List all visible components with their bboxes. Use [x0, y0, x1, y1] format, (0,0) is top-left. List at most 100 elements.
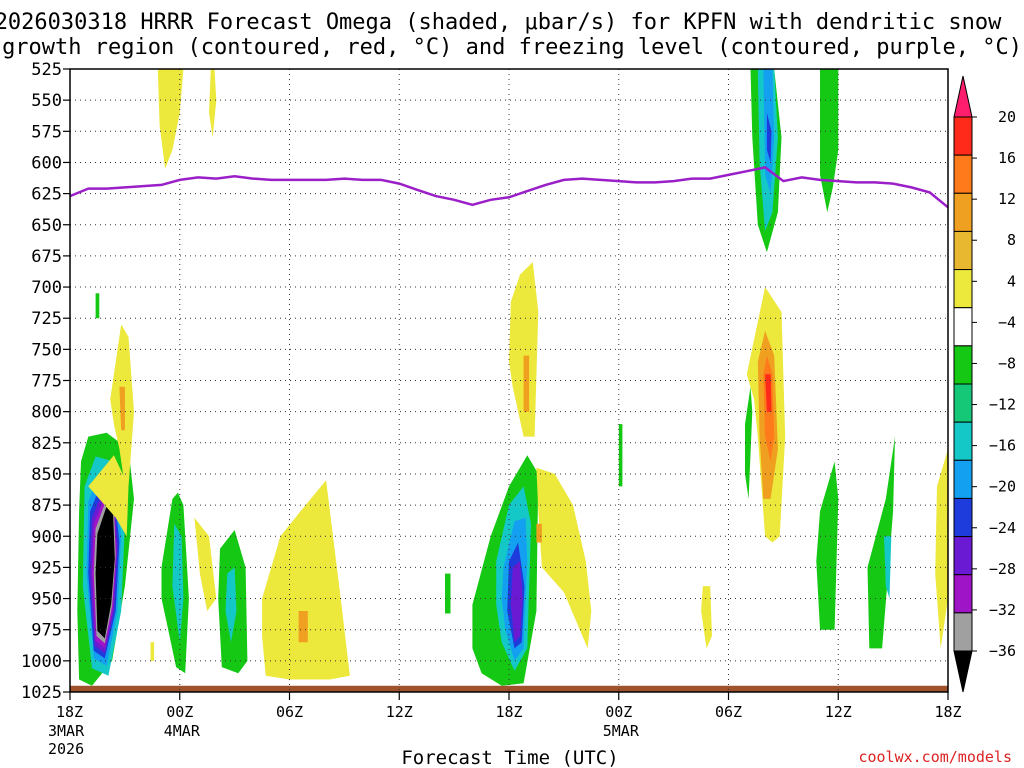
- colorbar-swatch-14: [953, 612, 973, 652]
- terrain-strip: [70, 685, 948, 692]
- y-tick-label-16: 925: [31, 558, 62, 578]
- credit-link[interactable]: coolwx.com/models: [858, 748, 1012, 766]
- colorbar-arrow-top: [953, 75, 973, 118]
- y-tick-label-0: 525: [31, 60, 62, 80]
- colorbar-label-5: −4: [998, 313, 1016, 331]
- colorbar-swatch-12: [953, 536, 973, 576]
- colorbar-label-13: −36: [989, 642, 1016, 660]
- colorbar-label-1: 16: [998, 149, 1016, 167]
- y-tick-label-15: 900: [31, 527, 62, 547]
- x-tick-date-0: 3MAR: [48, 722, 85, 740]
- y-tick-label-8: 725: [31, 309, 62, 329]
- y-tick-label-2: 575: [31, 122, 62, 142]
- omega-region-32: [119, 386, 125, 431]
- omega-region-45: [701, 586, 712, 649]
- x-tick-label-5: 00Z: [605, 703, 632, 721]
- colorbar-swatch-1: [953, 116, 973, 156]
- omega-region-30: [209, 69, 217, 138]
- omega-region-39: [536, 467, 592, 649]
- colorbar-label-8: −16: [989, 437, 1016, 455]
- colorbar-arrow-bottom: [953, 650, 973, 693]
- y-tick-label-10: 775: [31, 372, 62, 392]
- y-tick-label-3: 600: [31, 153, 62, 173]
- x-tick-label-2: 06Z: [276, 703, 303, 721]
- omega-region-23: [867, 436, 895, 649]
- y-tick-label-12: 825: [31, 434, 62, 454]
- y-tick-label-13: 850: [31, 465, 62, 485]
- colorbar-label-12: −32: [989, 601, 1016, 619]
- colorbar-swatch-6: [953, 307, 973, 347]
- y-tick-label-6: 675: [31, 247, 62, 267]
- chart-title-line-2: growth region (contoured, red, °C) and f…: [2, 35, 1022, 60]
- omega-region-21: [820, 69, 839, 213]
- colorbar-label-6: −8: [998, 354, 1016, 372]
- omega-region-40: [536, 523, 542, 543]
- colorbar-label-0: 20: [998, 108, 1016, 126]
- y-tick-label-14: 875: [31, 496, 62, 516]
- y-tick-label-18: 975: [31, 621, 62, 641]
- omega-region-7: [95, 506, 115, 639]
- x-tick-date-1: 4MAR: [164, 722, 201, 740]
- freezing-level-layer: [69, 166, 949, 209]
- colorbar-swatch-7: [953, 345, 973, 385]
- y-tick-label-17: 950: [31, 590, 62, 610]
- omega-fill-layer: [77, 69, 948, 686]
- colorbar-swatch-9: [953, 421, 973, 461]
- x-tick-year-0: 2026: [48, 740, 84, 758]
- y-tick-label-4: 625: [31, 185, 62, 205]
- colorbar-swatch-10: [953, 459, 973, 499]
- x-tick-label-1: 00Z: [166, 703, 193, 721]
- omega-region-29: [157, 69, 184, 169]
- y-tick-label-9: 750: [31, 340, 62, 360]
- colorbar-label-3: 8: [1007, 231, 1016, 249]
- omega-region-27: [445, 573, 451, 614]
- colorbar-swatch-13: [953, 574, 973, 614]
- ground-strip: [70, 685, 948, 692]
- y-tick-label-19: 1000: [21, 652, 62, 672]
- y-axis: 525 550 575 600 625 650 675 700 725 750 775 800 825 8…: [21, 60, 70, 703]
- x-tick-label-7: 12Z: [825, 703, 852, 721]
- chart-title-line-1: 2026030318 HRRR Forecast Omega (shaded, …: [0, 10, 1002, 35]
- omega-region-44: [765, 374, 772, 412]
- colorbar-swatch-5: [953, 269, 973, 309]
- omega-region-11: [225, 567, 237, 643]
- x-tick-label-8: 18Z: [934, 703, 961, 721]
- freezing-level-line: [69, 166, 949, 209]
- y-tick-label-11: 800: [31, 403, 62, 423]
- colorbar-label-7: −12: [989, 396, 1016, 414]
- omega-region-24: [884, 536, 892, 599]
- colorbar-swatch-8: [953, 383, 973, 423]
- x-axis-label: Forecast Time (UTC): [401, 747, 618, 768]
- omega-region-28: [618, 424, 623, 487]
- colorbar-swatch-4: [953, 230, 973, 271]
- colorbar-label-10: −24: [989, 519, 1016, 537]
- colorbar-swatch-11: [953, 497, 973, 538]
- colorbar-swatch-2: [953, 154, 973, 194]
- omega-region-20: [766, 112, 772, 163]
- omega-region-37: [509, 262, 539, 437]
- x-tick-label-6: 06Z: [715, 703, 742, 721]
- colorbar: 20 16 12 8 4 −4 −8 −12 −16 −20 −24 −28 −32 −36: [953, 75, 1016, 693]
- x-tick-label-4: 18Z: [495, 703, 522, 721]
- omega-region-22: [816, 461, 839, 630]
- y-tick-label-7: 700: [31, 278, 62, 298]
- colorbar-label-11: −28: [989, 560, 1016, 578]
- colorbar-label-2: 12: [998, 190, 1016, 208]
- omega-region-33: [88, 455, 129, 537]
- colorbar-swatch-3: [953, 192, 973, 232]
- y-tick-label-20: 1025: [21, 683, 62, 703]
- omega-region-38: [523, 355, 530, 412]
- omega-region-25: [745, 386, 753, 499]
- x-tick-label-3: 12Z: [386, 703, 413, 721]
- y-tick-label-5: 650: [31, 216, 62, 236]
- x-tick-date-5: 5MAR: [603, 722, 640, 740]
- colorbar-label-4: 4: [1007, 272, 1016, 290]
- colorbar-label-9: −20: [989, 478, 1016, 496]
- omega-region-47: [150, 642, 155, 661]
- omega-region-36: [298, 611, 308, 643]
- omega-region-46: [935, 449, 948, 649]
- omega-region-16: [510, 561, 523, 643]
- omega-region-35: [262, 480, 350, 680]
